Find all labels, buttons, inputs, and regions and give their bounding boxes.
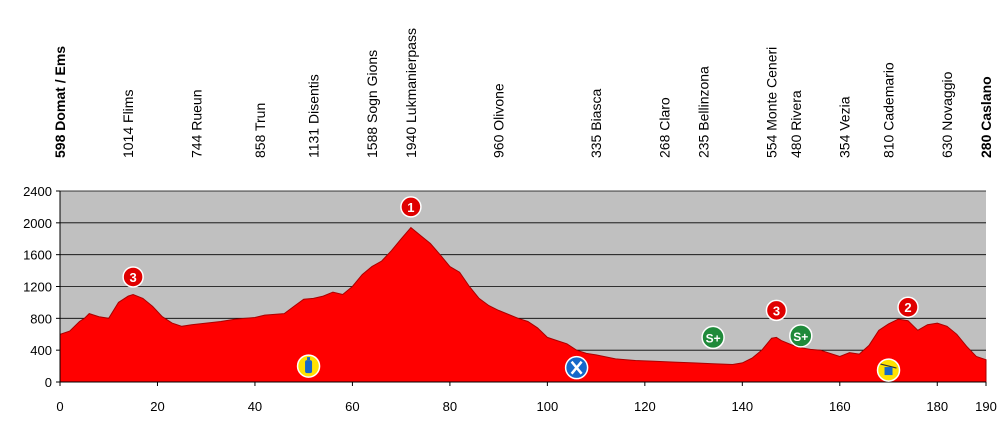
- location-label-2: 744 Rueun: [188, 89, 204, 158]
- x-tick-label-7: 140: [731, 399, 753, 414]
- y-tick-label-0: 0: [45, 375, 52, 390]
- x-tick-label-2: 40: [248, 399, 262, 414]
- location-label-15: 630 Novaggio: [939, 71, 955, 158]
- sprint-label: S+: [793, 330, 808, 344]
- x-tick-label-10: 190: [975, 399, 997, 414]
- climb-category-1: 1: [400, 196, 422, 218]
- y-tick-label-5: 2000: [23, 216, 52, 231]
- x-tick-label-9: 180: [926, 399, 948, 414]
- climb-category-0: 3: [122, 266, 144, 288]
- location-label-11: 554 Monte Ceneri: [764, 47, 780, 158]
- location-label-8: 335 Biasca: [588, 89, 604, 158]
- x-tick-label-4: 80: [443, 399, 457, 414]
- location-label-6: 1940 Lukmanierpass: [403, 28, 419, 158]
- x-tick-label-1: 20: [150, 399, 164, 414]
- climb-badge-icon: [765, 299, 788, 322]
- x-tick-label-5: 100: [537, 399, 559, 414]
- cable-car-icon: [876, 358, 901, 382]
- location-label-12: 480 Rivera: [788, 90, 804, 158]
- location-label-1: 1014 Flims: [120, 90, 136, 158]
- sprint-marker-1: S+: [789, 324, 813, 348]
- climb-badge-icon: [122, 266, 144, 288]
- location-label-13: 354 Vezia: [837, 96, 853, 158]
- y-tick-label-6: 2400: [23, 184, 52, 199]
- x-tick-label-3: 60: [345, 399, 359, 414]
- climb-badge-icon: [897, 296, 919, 318]
- location-label-7: 960 Olivone: [491, 83, 507, 158]
- y-tick-labels: 0 400 800 1200 1600 2000 2400: [23, 184, 52, 390]
- climb-category-label: 1: [407, 200, 414, 215]
- x-tick-label-6: 120: [634, 399, 656, 414]
- sprint-badge-icon: [789, 324, 813, 348]
- climb-category-label: 2: [904, 300, 911, 315]
- location-label-3: 858 Trun: [252, 103, 268, 158]
- x-tick-label-8: 160: [829, 399, 851, 414]
- y-tick-label-3: 1200: [23, 280, 52, 295]
- location-labels: 598 Domat / Ems 1014 Flims 744 Rueun 858 Tr…: [52, 28, 994, 158]
- axes: [56, 190, 987, 386]
- climb-category-label: 3: [129, 270, 136, 285]
- climb-badge-icon: [400, 196, 422, 218]
- y-tick-label-2: 800: [30, 311, 52, 326]
- location-label-5: 1588 Sogn Gions: [364, 50, 380, 158]
- route-markers: 3 1 3 2 S+ S+: [122, 196, 919, 382]
- location-label-14: 810 Cademario: [881, 62, 897, 158]
- sprint-badge-icon: [701, 325, 725, 350]
- sprint-label: S+: [706, 331, 721, 345]
- location-label-16: 280 Caslano: [978, 76, 994, 158]
- location-label-4: 1131 Disentis: [305, 74, 321, 158]
- elevation-profile: [59, 226, 987, 383]
- location-label-9: 268 Claro: [656, 97, 672, 158]
- water-icon: [296, 354, 321, 378]
- feed-zone-icon: [564, 355, 589, 380]
- climb-category-3: 2: [897, 296, 919, 318]
- climb-category-label: 3: [773, 303, 780, 318]
- location-label-10: 235 Bellinzona: [695, 66, 711, 158]
- climb-category-2: 3: [765, 299, 788, 322]
- x-tick-labels: 0 20 40 60 80 100 120 140 160 180 190: [56, 399, 996, 414]
- x-tick-label-0: 0: [56, 399, 63, 414]
- location-label-0: 598 Domat / Ems: [52, 46, 68, 158]
- y-tick-label-1: 400: [30, 343, 52, 358]
- sprint-marker-0: S+: [701, 325, 725, 350]
- y-tick-label-4: 1600: [23, 248, 52, 263]
